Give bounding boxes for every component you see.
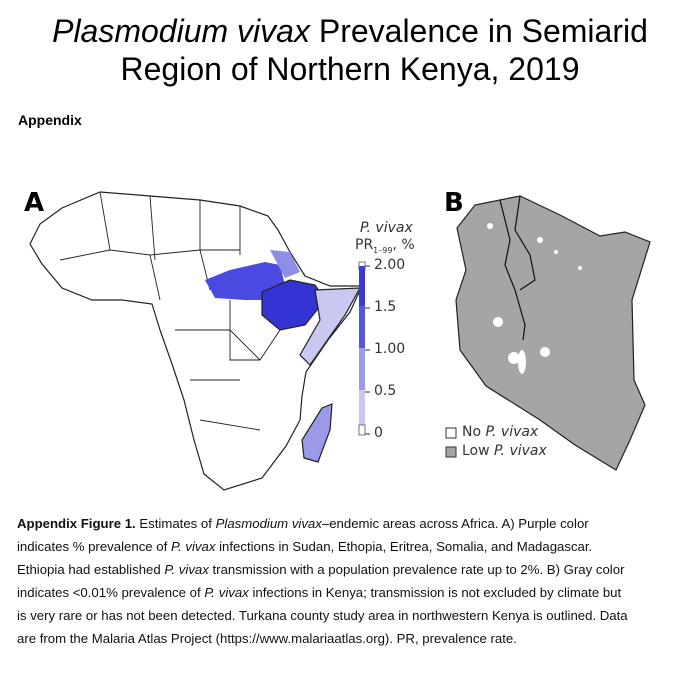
legend-tick: 1.5 (374, 299, 397, 315)
africa-map (29, 191, 363, 491)
legend-pr: PR (355, 237, 374, 253)
caption-species: P. vivax (170, 539, 216, 554)
legend-sub: 1–99 (373, 245, 393, 255)
title-species: Plasmodium vivax (52, 13, 310, 49)
madagascar (301, 403, 333, 463)
legend-species: P. vivax (360, 220, 413, 236)
caption-line: Ethiopia had established P. vivax transm… (17, 558, 628, 581)
legend-tick: 0.5 (374, 383, 397, 399)
caption-text: infections in Sudan, Ethopia, Eritrea, S… (215, 539, 593, 554)
ethiopia-prevalence (261, 279, 326, 331)
caption-species: Plasmodium vivax (215, 516, 322, 531)
caption-text: are from the Malaria Atlas Project (http… (17, 631, 517, 646)
legend-tick: 0 (374, 425, 383, 441)
caption-text: is very rare or has not been detected. T… (17, 608, 628, 623)
caption-line: is very rare or has not been detected. T… (17, 604, 628, 627)
title-text: Prevalence in Semiarid (309, 13, 648, 49)
kenya-map (445, 195, 651, 471)
panel-b-label: B (444, 188, 464, 218)
caption-line: are from the Malaria Atlas Project (http… (17, 627, 628, 650)
caption-text: indicates % prevalence of (17, 539, 171, 554)
turkana-outline (499, 195, 536, 341)
section-heading: Appendix (18, 112, 82, 128)
caption-line: indicates <0.01% prevalence of P. vivax … (17, 581, 628, 604)
caption-line: Appendix Figure 1. Estimates of Plasmodi… (17, 512, 628, 535)
legend-a-title-species: P. vivax (360, 220, 413, 236)
caption-line: indicates % prevalence of P. vivax infec… (17, 535, 628, 558)
legend-species: P. vivax (494, 443, 547, 459)
legend-label: No (462, 424, 486, 440)
caption-species: P. vivax (164, 562, 209, 577)
legend-a-title: PR1–99, % (355, 237, 415, 255)
caption-text: infections in Kenya; transmission is not… (248, 585, 622, 600)
caption-label: Appendix Figure 1. (17, 516, 136, 531)
caption-text: indicates <0.01% prevalence of (17, 585, 205, 600)
figure-caption: Appendix Figure 1. Estimates of Plasmodi… (17, 512, 628, 650)
legend-species: P. vivax (485, 424, 539, 440)
eritrea-prevalence (270, 250, 300, 278)
caption-text: transmission with a population prevalenc… (208, 562, 625, 577)
page-title-line-2: Region of Northern Kenya, 2019 (120, 51, 580, 87)
legend-tick: 2.00 (374, 257, 406, 273)
page-title-line-1: Plasmodium vivax Prevalence in Semiarid (0, 12, 700, 50)
legend-label: Low (462, 443, 495, 459)
caption-text: Estimates of (135, 516, 216, 531)
legend-a-colorbar (358, 261, 370, 436)
caption-text: –endemic areas across Africa. A) Purple … (321, 516, 589, 531)
legend-tick: 1.00 (374, 341, 406, 357)
legend-b-low-vivax: Low P. vivax (462, 443, 547, 459)
panel-a-label: A (24, 188, 45, 218)
caption-text: Ethiopia had established (17, 562, 165, 577)
legend-b-no-vivax: No P. vivax (462, 424, 538, 440)
caption-species: P. vivax (204, 585, 249, 600)
legend-unit: , % (392, 237, 415, 253)
